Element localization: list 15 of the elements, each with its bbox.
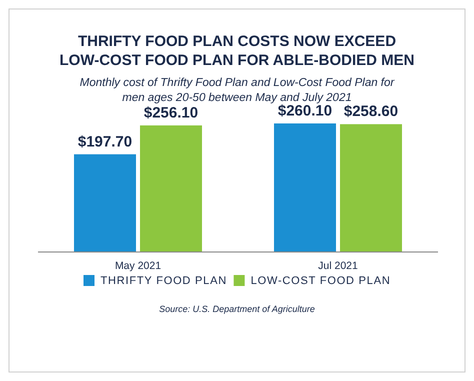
legend-label: LOW-COST FOOD PLAN — [250, 275, 391, 287]
chart-title: THRIFTY FOOD PLAN COSTS NOW EXCEED LOW-COST FOOD PLAN FOR ABLE-BODIED MEN — [60, 33, 414, 69]
bar — [340, 124, 402, 252]
data-label: $260.10 — [278, 102, 332, 120]
bar — [274, 123, 336, 252]
data-label: $256.10 — [144, 104, 198, 122]
x-tick-label: Jul 2021 — [318, 260, 358, 272]
bar — [74, 154, 136, 252]
bar — [140, 125, 202, 252]
legend-label: THRIFTY FOOD PLAN — [100, 275, 227, 287]
chart-subtitle: Monthly cost of Thrifty Food Plan and Low-Cost Food Plan for men ages 20-50 between May and July 2021 — [80, 77, 396, 104]
data-label: $197.70 — [78, 133, 132, 150]
source-note: Source: U.S. Department of Agriculture — [159, 304, 315, 314]
data-label: $258.60 — [344, 103, 398, 120]
x-tick-label: May 2021 — [114, 260, 162, 272]
